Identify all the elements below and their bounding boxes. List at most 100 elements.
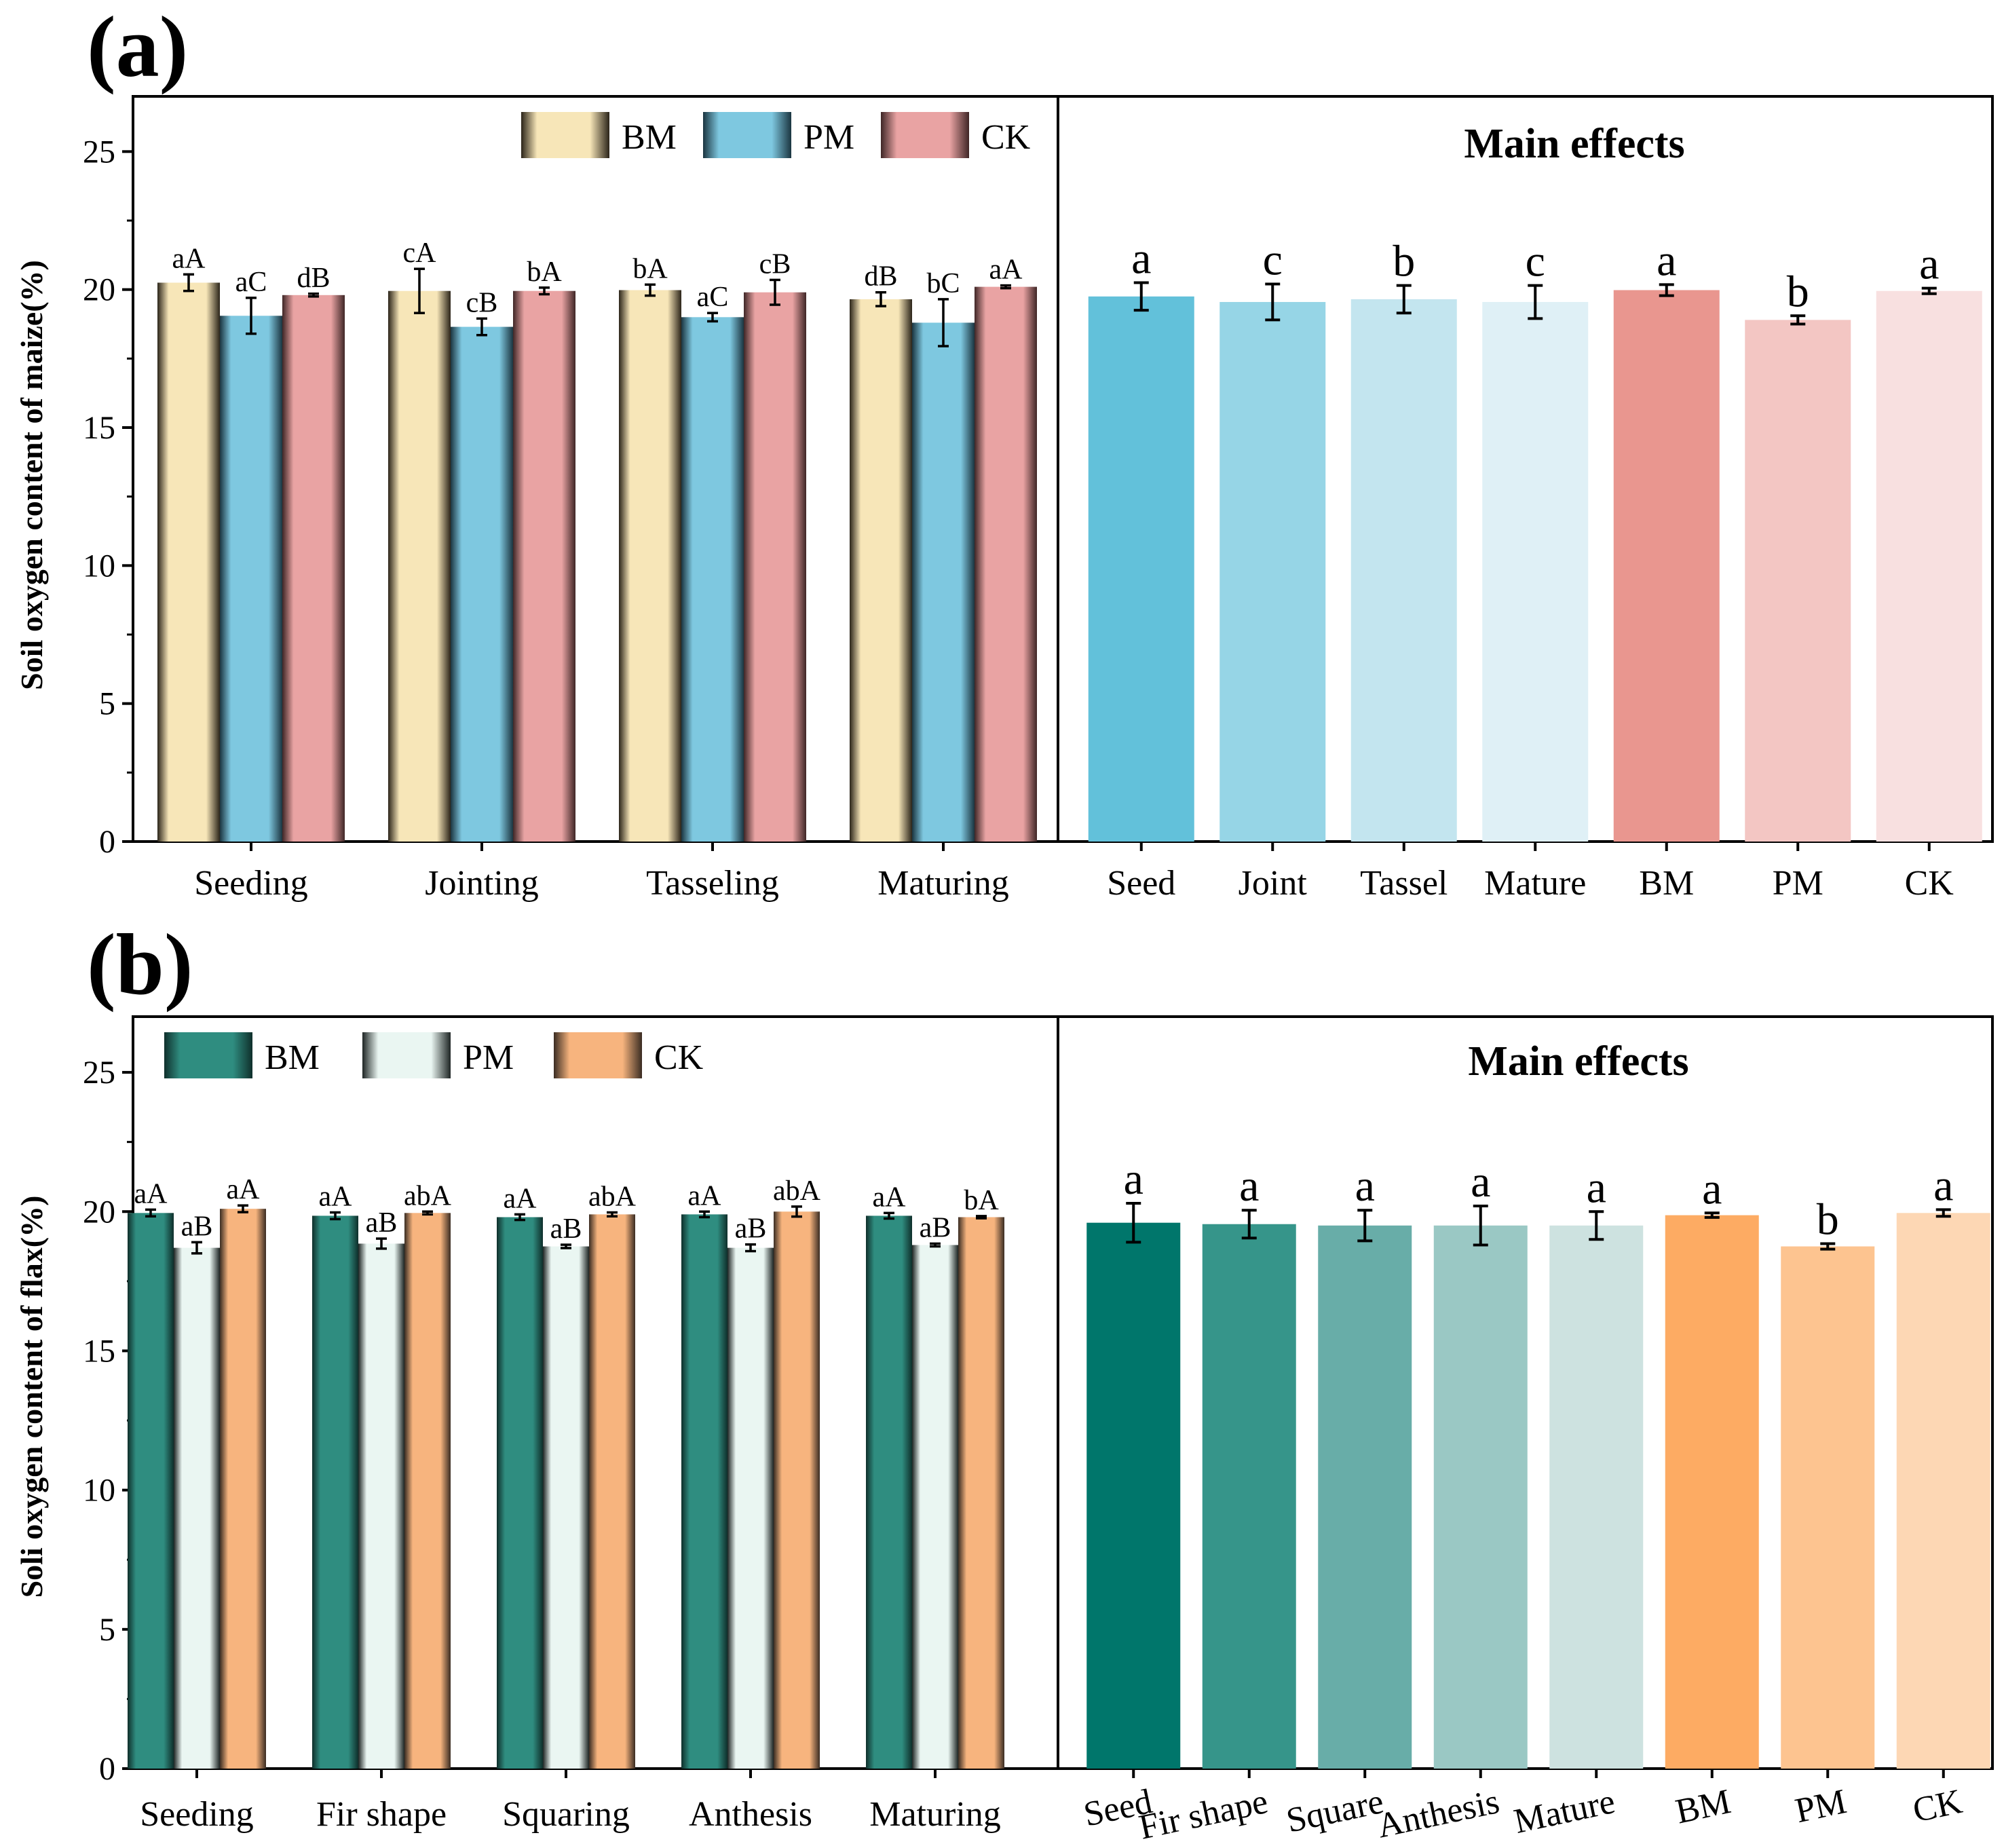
bar-ck [774, 1211, 820, 1769]
significance-label: c [1263, 235, 1283, 285]
legend-label: PM [463, 1038, 514, 1077]
bar-pm [451, 326, 513, 842]
significance-label: bA [527, 257, 562, 288]
significance-label: aA [504, 1183, 537, 1214]
category-label: Mature [1484, 864, 1586, 903]
bar-ck [589, 1214, 635, 1769]
legend-label: BM [622, 118, 677, 157]
bar-pm [220, 316, 282, 842]
significance-label: aA [172, 243, 206, 274]
legend-swatch-bm [521, 112, 609, 158]
legend-label: PM [804, 118, 854, 157]
main-effect-bar [1876, 290, 1982, 842]
significance-label: cA [403, 238, 437, 269]
y-tick-label: 20 [83, 272, 115, 308]
significance-label: bC [926, 268, 960, 299]
significance-label: abA [404, 1180, 452, 1211]
bar-pm [543, 1246, 589, 1769]
significance-label: aA [227, 1174, 261, 1205]
panel-a-legend: BM PM CK [521, 112, 1031, 158]
bar-bm [312, 1215, 358, 1769]
y-tick-label: 10 [83, 548, 115, 584]
main-effect-bar [1896, 1213, 1990, 1769]
legend-swatch-pm [362, 1032, 451, 1078]
significance-label: aA [989, 254, 1023, 286]
category-label: Jointing [425, 864, 539, 903]
significance-label: b [1817, 1194, 1839, 1244]
significance-label: aA [688, 1180, 722, 1211]
panel-a-letter: (a) [87, 0, 188, 95]
legend-swatch-ck [881, 112, 969, 158]
significance-label: aB [181, 1211, 213, 1242]
significance-label: dB [864, 261, 897, 293]
panel-a-ylabel: Soil oxygen content of maize(%) [14, 260, 49, 690]
category-label: Anthesis [689, 1795, 812, 1834]
significance-label: a [1933, 1161, 1953, 1210]
bar-ck [744, 292, 806, 842]
panel-a-axes: 0 5 10 15 20 25 [83, 134, 133, 860]
category-label: Tassel [1360, 864, 1448, 903]
bar-bm [157, 282, 220, 842]
significance-label: dB [297, 263, 330, 294]
panel-a-main-title: Main effects [1464, 121, 1684, 167]
panel-a-frame [132, 95, 1994, 843]
bar-bm [128, 1213, 174, 1769]
significance-label: aB [366, 1207, 398, 1239]
bar-bm [866, 1215, 912, 1769]
main-effect-bar [1665, 1215, 1759, 1769]
panel-b-legend: BM PM CK [164, 1032, 704, 1078]
bar-pm [912, 322, 975, 842]
significance-label: aB [735, 1213, 767, 1245]
significance-label: aA [873, 1182, 907, 1213]
legend-label: BM [265, 1038, 320, 1077]
main-effect-bar [1220, 301, 1326, 842]
category-label: Seed [1107, 864, 1175, 903]
category-label: Seeding [194, 864, 308, 903]
y-tick-label: 5 [99, 686, 115, 722]
category-label: Seeding [140, 1795, 254, 1834]
main-effect-bar [1549, 1225, 1644, 1769]
main-effect-bar [1613, 290, 1720, 842]
main-effect-bar [1202, 1224, 1296, 1769]
bar-ck [975, 286, 1037, 842]
significance-label: aA [134, 1178, 168, 1209]
significance-label: a [1131, 234, 1151, 284]
significance-label: aC [235, 267, 267, 298]
significance-label: a [1587, 1163, 1606, 1212]
bar-pm [912, 1245, 958, 1769]
legend-swatch-pm [703, 112, 791, 158]
main-effect-bar [1781, 1246, 1875, 1769]
category-label: Maturing [877, 864, 1009, 903]
bar-pm [358, 1243, 404, 1769]
panel-b-letter: (b) [87, 916, 193, 1013]
significance-label: aC [697, 282, 729, 313]
main-effect-bar [1745, 320, 1851, 842]
bar-pm [174, 1247, 220, 1769]
y-tick-label: 0 [99, 824, 115, 860]
y-tick-label: 25 [83, 1055, 115, 1091]
main-effect-bar [1086, 1222, 1181, 1769]
bar-pm [681, 317, 744, 842]
category-label: Square [1283, 1782, 1387, 1841]
bar-bm [497, 1217, 543, 1769]
main-effect-bar [1482, 301, 1589, 842]
bar-ck [220, 1209, 266, 1769]
significance-label: b [1393, 237, 1415, 286]
panel-b-main-title: Main effects [1468, 1038, 1688, 1085]
significance-label: bA [964, 1185, 999, 1216]
category-label: BM [1639, 864, 1694, 903]
category-label: Squaring [502, 1795, 630, 1834]
significance-label: cB [466, 287, 498, 318]
panel-b-ylabel: Soli oxygen content of flax(%) [14, 1196, 49, 1598]
y-tick-label: 20 [83, 1194, 115, 1230]
y-tick-label: 15 [83, 410, 115, 446]
y-tick-label: 15 [83, 1333, 115, 1369]
bar-bm [619, 290, 681, 842]
significance-label: abA [588, 1181, 637, 1212]
significance-label: a [1239, 1161, 1259, 1211]
panel-a-main-effects-bars: a Seed c Joint b Tassel c Mature a BM b PM a CK [1088, 234, 1982, 903]
significance-label: a [1124, 1154, 1143, 1204]
y-tick-label: 10 [83, 1473, 115, 1509]
bar-pm [727, 1247, 774, 1769]
